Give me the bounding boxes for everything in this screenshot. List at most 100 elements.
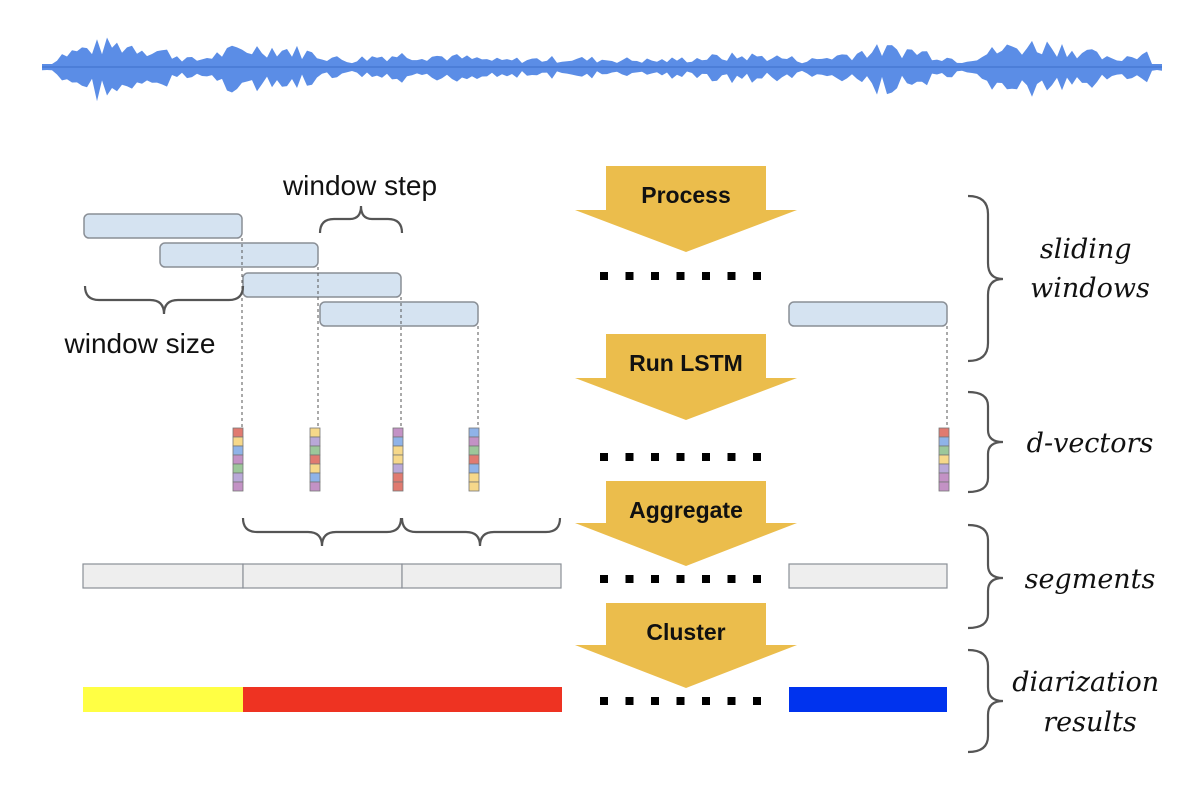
- window-size-label: window size: [64, 328, 216, 359]
- d-vector-4: [468, 427, 480, 492]
- stage-label-sliding-windows-line-2: windows: [1030, 273, 1150, 304]
- d-vector-cell: [232, 436, 244, 447]
- window-1: [83, 213, 243, 239]
- ellipsis-dot: [676, 453, 685, 461]
- d-vector-cell: [392, 436, 404, 447]
- process-arrow: Process: [575, 166, 797, 252]
- ellipsis-dot: [651, 697, 659, 705]
- dashed-connectors: [241, 238, 948, 428]
- ellipsis-dots-windows: [600, 272, 761, 280]
- ellipsis-dot: [727, 453, 736, 461]
- ellipsis-dot: [651, 272, 659, 280]
- d-vector-cell: [468, 454, 480, 465]
- run-lstm-arrow-label: Run LSTM: [629, 350, 743, 376]
- window-3: [242, 272, 402, 298]
- ellipsis-dot: [753, 697, 761, 705]
- cluster-arrow: Cluster: [575, 603, 797, 688]
- window-size-brace: [83, 285, 245, 315]
- cluster-arrow-shape: [575, 603, 797, 688]
- segment-brace-1: [241, 517, 403, 547]
- segment-1: [82, 563, 244, 589]
- d-vector-cell: [309, 445, 321, 456]
- d-vector-cell: [309, 427, 321, 438]
- d-vector-cell: [392, 427, 404, 438]
- stage-label-sliding-windows: sliding windows: [1030, 234, 1150, 304]
- d-vector-cell: [392, 481, 404, 492]
- aggregate-arrow-shape: [575, 481, 797, 566]
- ellipsis-dot: [727, 697, 736, 705]
- d-vector-cell: [232, 427, 244, 438]
- speaker-2-bar: [243, 687, 562, 712]
- aggregate-arrow: Aggregate: [575, 481, 797, 566]
- d-vector-cell: [392, 454, 404, 465]
- d-vector-cell: [938, 436, 950, 447]
- window-4: [319, 301, 479, 327]
- run-lstm-arrow-shape: [575, 334, 797, 420]
- ellipsis-dot: [753, 453, 761, 461]
- stage-label-d-vectors: d-vectors: [1027, 428, 1154, 459]
- annotation-braces: [83, 205, 562, 547]
- d-vector-3: [392, 427, 404, 492]
- d-vector-cell: [232, 463, 244, 474]
- ellipsis-dot: [600, 575, 608, 583]
- process-arrow-shape: [575, 166, 797, 252]
- stage-label-diarization-results-line-2: results: [1043, 707, 1136, 738]
- aggregate-arrow-label: Aggregate: [629, 497, 743, 523]
- speaker-1-bar: [83, 687, 243, 712]
- d-vectors-brace: [967, 390, 1004, 494]
- ellipsis-dot: [651, 575, 659, 583]
- d-vector-cell: [232, 481, 244, 492]
- ellipsis-dot: [702, 272, 710, 280]
- d-vector-cell: [232, 472, 244, 483]
- window-last: [788, 301, 948, 327]
- stage-labels: sliding windows d-vectors segments diari…: [1012, 234, 1168, 738]
- d-vector-cell: [392, 445, 404, 456]
- d-vector-cell: [232, 445, 244, 456]
- ellipsis-dot: [676, 697, 685, 705]
- segment-3: [401, 563, 562, 589]
- speaker-3-bar: [789, 687, 947, 712]
- d-vector-cell: [392, 472, 404, 483]
- segment-brace-2: [400, 517, 562, 547]
- ellipsis-dot: [676, 575, 685, 583]
- d-vector-cell: [468, 463, 480, 474]
- ellipsis-dot: [727, 575, 736, 583]
- window-step-brace: [318, 205, 404, 234]
- ellipsis-dot: [702, 575, 710, 583]
- ellipsis-dot: [753, 272, 761, 280]
- ellipsis-dot: [753, 575, 761, 583]
- d-vector-cell: [309, 472, 321, 483]
- stage-label-segments-line-1: segments: [1025, 564, 1156, 595]
- ellipsis-dot: [727, 272, 736, 280]
- diarization-results-brace: [967, 648, 1004, 754]
- process-arrows: Process Run LSTM Aggregate Cluster: [575, 166, 797, 688]
- d-vector-cell: [938, 463, 950, 474]
- d-vector-5: [938, 427, 950, 492]
- d-vector-cell: [309, 436, 321, 447]
- d-vector-cell: [468, 436, 480, 447]
- d-vector-cell: [232, 454, 244, 465]
- sliding-windows-brace: [967, 194, 1004, 363]
- stage-label-diarization-results: diarization results: [1012, 667, 1168, 738]
- sliding-windows: [83, 213, 948, 327]
- ellipsis-dot: [600, 272, 608, 280]
- window-step-label: window step: [282, 170, 437, 201]
- ellipsis-dot: [600, 697, 608, 705]
- d-vector-cell: [938, 445, 950, 456]
- d-vector-cell: [309, 481, 321, 492]
- segment-last: [788, 563, 948, 589]
- d-vector-cell: [392, 463, 404, 474]
- ellipsis-dot: [676, 272, 685, 280]
- d-vector-cell: [468, 481, 480, 492]
- process-arrow-label: Process: [641, 182, 731, 208]
- ellipsis-dots: [600, 272, 761, 705]
- d-vector-cell: [468, 427, 480, 438]
- ellipsis-dot: [600, 453, 608, 461]
- d-vector-1: [232, 427, 244, 492]
- audio-waveform: [42, 37, 1162, 102]
- ellipsis-dots-d-vectors: [600, 453, 761, 461]
- ellipsis-dot: [625, 272, 634, 280]
- ellipsis-dots-results: [600, 697, 761, 705]
- run-lstm-arrow: Run LSTM: [575, 334, 797, 420]
